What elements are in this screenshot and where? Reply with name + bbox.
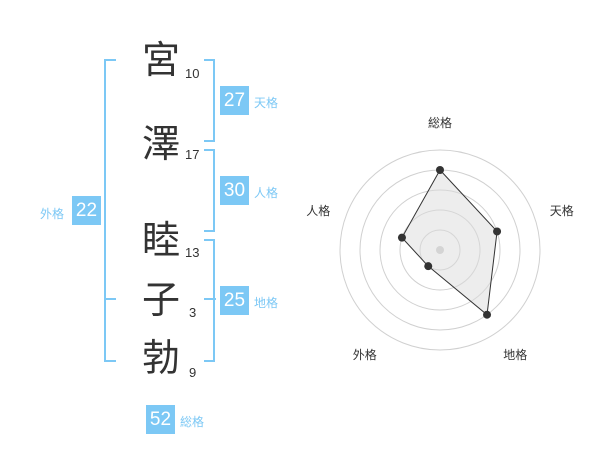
soukaku-label: 総格 [180,415,205,429]
gaikaku-bracket [104,59,116,362]
stroke-count: 10 [185,66,200,81]
jinkaku-bracket [204,149,215,232]
gaikaku-label: 外格 [40,207,65,221]
radar-point [397,233,406,242]
chikaku-label: 地格 [254,296,279,310]
chikaku-value: 25 [220,286,249,315]
radar-axis-label: 総格 [427,116,452,130]
radar-point [424,262,433,271]
tenkaku-value: 27 [220,86,249,115]
stroke-count: 9 [189,365,197,380]
radar-point [436,166,444,174]
jinkaku-value: 30 [220,176,249,205]
name-char: 子 [141,278,180,322]
bracket-tick [204,298,216,300]
radar-area [401,169,498,316]
radar-ring [339,149,541,351]
name-char: 勃 [141,336,180,380]
gaikaku-value: 22 [72,196,101,225]
stroke-count: 3 [189,305,197,320]
name-char: 澤 [141,122,180,166]
tenkaku-bracket [204,59,215,142]
stroke-count: 17 [185,147,200,162]
chikaku-bracket [204,239,215,362]
radar-axis-label: 天格 [549,204,574,219]
radar-point [483,310,492,319]
name-char: 睦 [141,218,180,262]
bracket-tick [104,298,116,300]
tenkaku-label: 天格 [254,96,279,110]
name-char: 宮 [141,38,180,82]
radar-axis-label: 人格 [306,204,331,219]
radar-point [493,227,502,236]
radar-axis-label: 地格 [503,347,528,362]
jinkaku-label: 人格 [254,186,279,200]
soukaku-value: 52 [146,405,175,434]
stroke-count: 13 [185,245,200,260]
radar-axis-label: 外格 [352,347,377,362]
